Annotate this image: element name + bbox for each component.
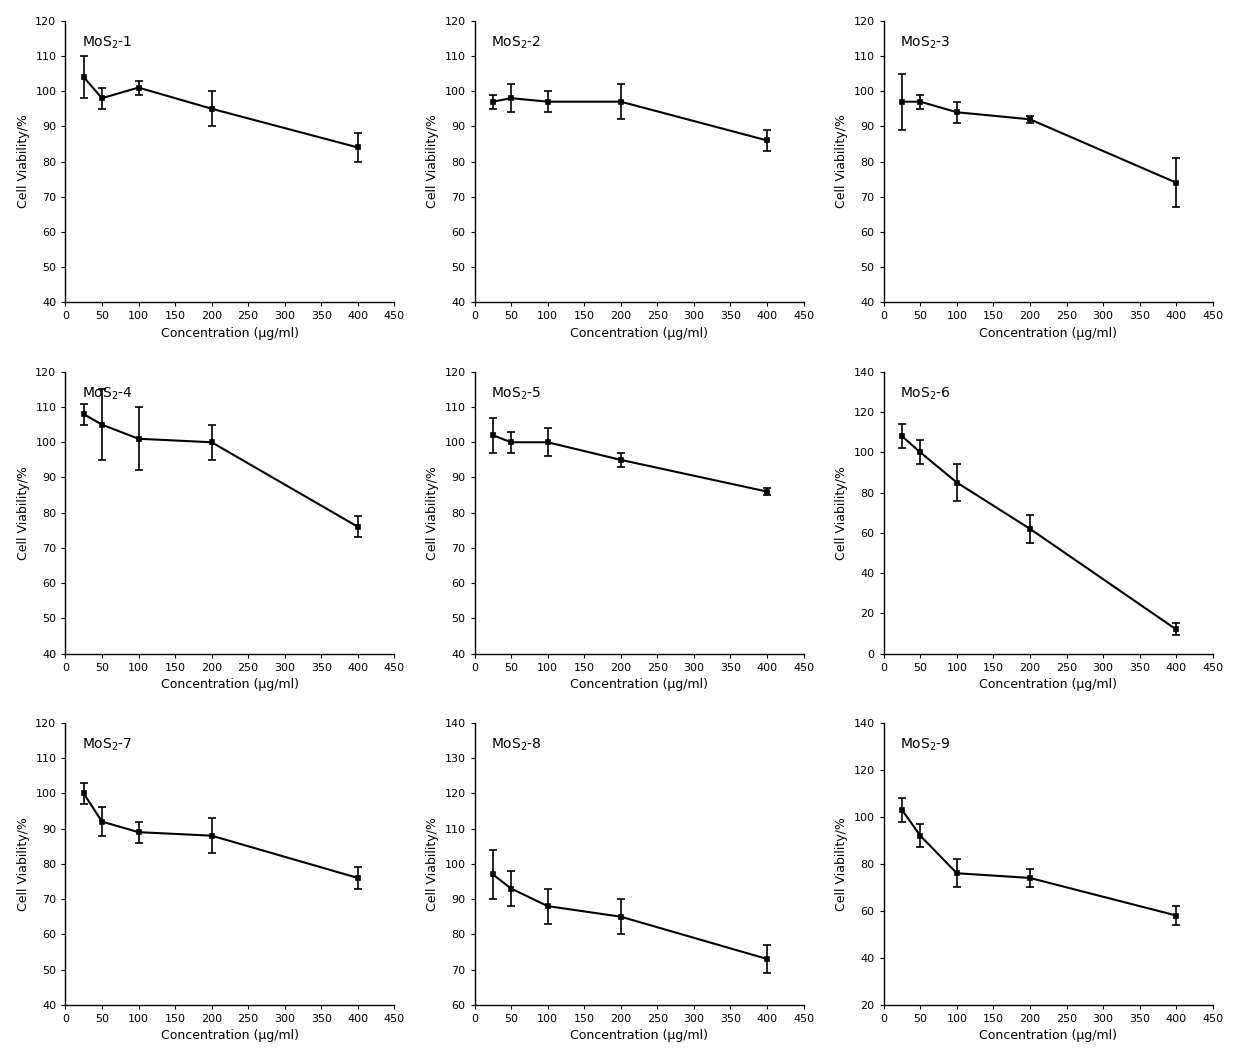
Text: MoS$_2$-9: MoS$_2$-9 (900, 737, 951, 753)
X-axis label: Concentration (μg/ml): Concentration (μg/ml) (570, 327, 708, 340)
Text: MoS$_2$-2: MoS$_2$-2 (491, 35, 542, 51)
Text: MoS$_2$-3: MoS$_2$-3 (900, 35, 951, 51)
X-axis label: Concentration (μg/ml): Concentration (μg/ml) (161, 678, 299, 692)
Text: MoS$_2$-8: MoS$_2$-8 (491, 737, 542, 753)
Y-axis label: Cell Viability/%: Cell Viability/% (835, 114, 848, 209)
Y-axis label: Cell Viability/%: Cell Viability/% (16, 816, 30, 911)
Y-axis label: Cell Viability/%: Cell Viability/% (425, 466, 439, 559)
Y-axis label: Cell Viability/%: Cell Viability/% (16, 466, 30, 559)
Text: MoS$_2$-4: MoS$_2$-4 (82, 385, 133, 402)
Text: MoS$_2$-6: MoS$_2$-6 (900, 385, 951, 402)
X-axis label: Concentration (μg/ml): Concentration (μg/ml) (570, 678, 708, 692)
Text: MoS$_2$-1: MoS$_2$-1 (82, 35, 133, 51)
Y-axis label: Cell Viability/%: Cell Viability/% (425, 816, 439, 911)
Y-axis label: Cell Viability/%: Cell Viability/% (16, 114, 30, 209)
Text: MoS$_2$-7: MoS$_2$-7 (82, 737, 133, 753)
Y-axis label: Cell Viability/%: Cell Viability/% (835, 816, 848, 911)
X-axis label: Concentration (μg/ml): Concentration (μg/ml) (161, 327, 299, 340)
X-axis label: Concentration (μg/ml): Concentration (μg/ml) (980, 678, 1117, 692)
X-axis label: Concentration (μg/ml): Concentration (μg/ml) (980, 1029, 1117, 1042)
Y-axis label: Cell Viability/%: Cell Viability/% (835, 466, 848, 559)
Text: MoS$_2$-5: MoS$_2$-5 (491, 385, 542, 402)
X-axis label: Concentration (μg/ml): Concentration (μg/ml) (980, 327, 1117, 340)
Y-axis label: Cell Viability/%: Cell Viability/% (425, 114, 439, 209)
X-axis label: Concentration (μg/ml): Concentration (μg/ml) (570, 1029, 708, 1042)
X-axis label: Concentration (μg/ml): Concentration (μg/ml) (161, 1029, 299, 1042)
